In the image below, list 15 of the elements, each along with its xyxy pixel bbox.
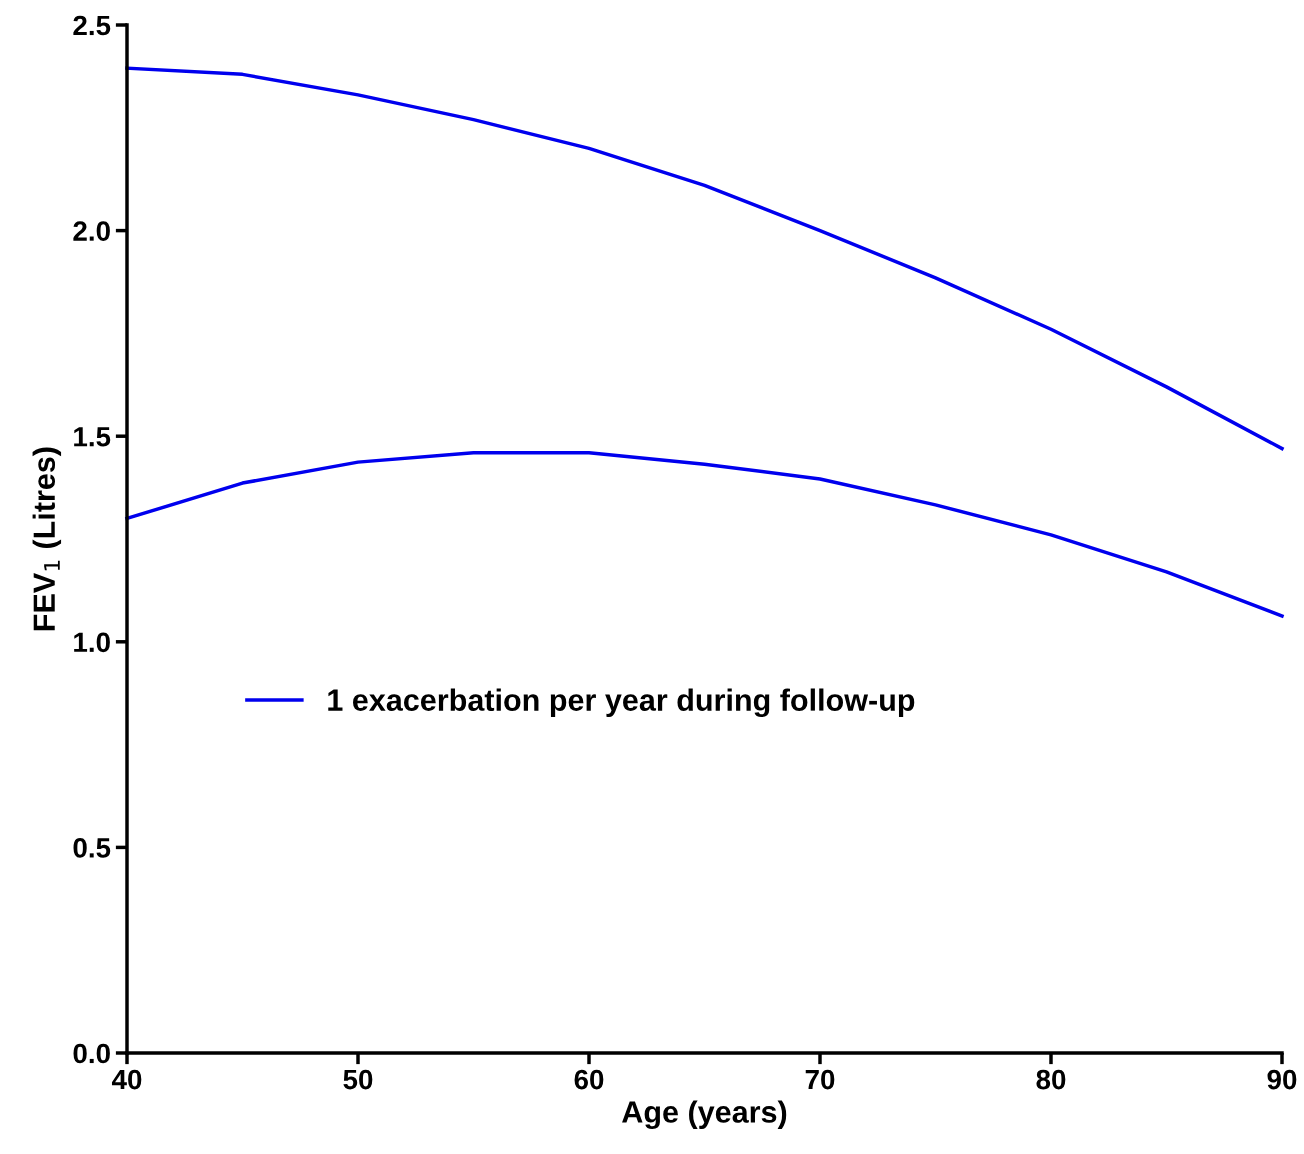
legend-label: 1 exacerbation per year during follow-up [328,688,915,718]
x-tick-label: 90 [1267,1069,1297,1090]
x-tick-label: 40 [111,1069,142,1090]
x-tick-label: 50 [343,1069,373,1090]
y-tick-label: 2.0 [73,221,110,241]
x-tick-label: 60 [574,1069,604,1090]
y-tick-label: 0.5 [73,838,111,858]
y-tick-label: 1.5 [74,427,111,447]
x-axis-title: Age (years) [622,1100,787,1130]
x-tick-label: 80 [1036,1069,1066,1090]
y-tick-label: 2.5 [73,15,111,36]
x-tick-label: 70 [805,1069,835,1090]
y-axis-title: FEV$_{1}$ (Litres) [32,447,62,631]
y-tick-label: 1.0 [74,632,110,653]
y-tick-label: 0.0 [73,1043,110,1064]
